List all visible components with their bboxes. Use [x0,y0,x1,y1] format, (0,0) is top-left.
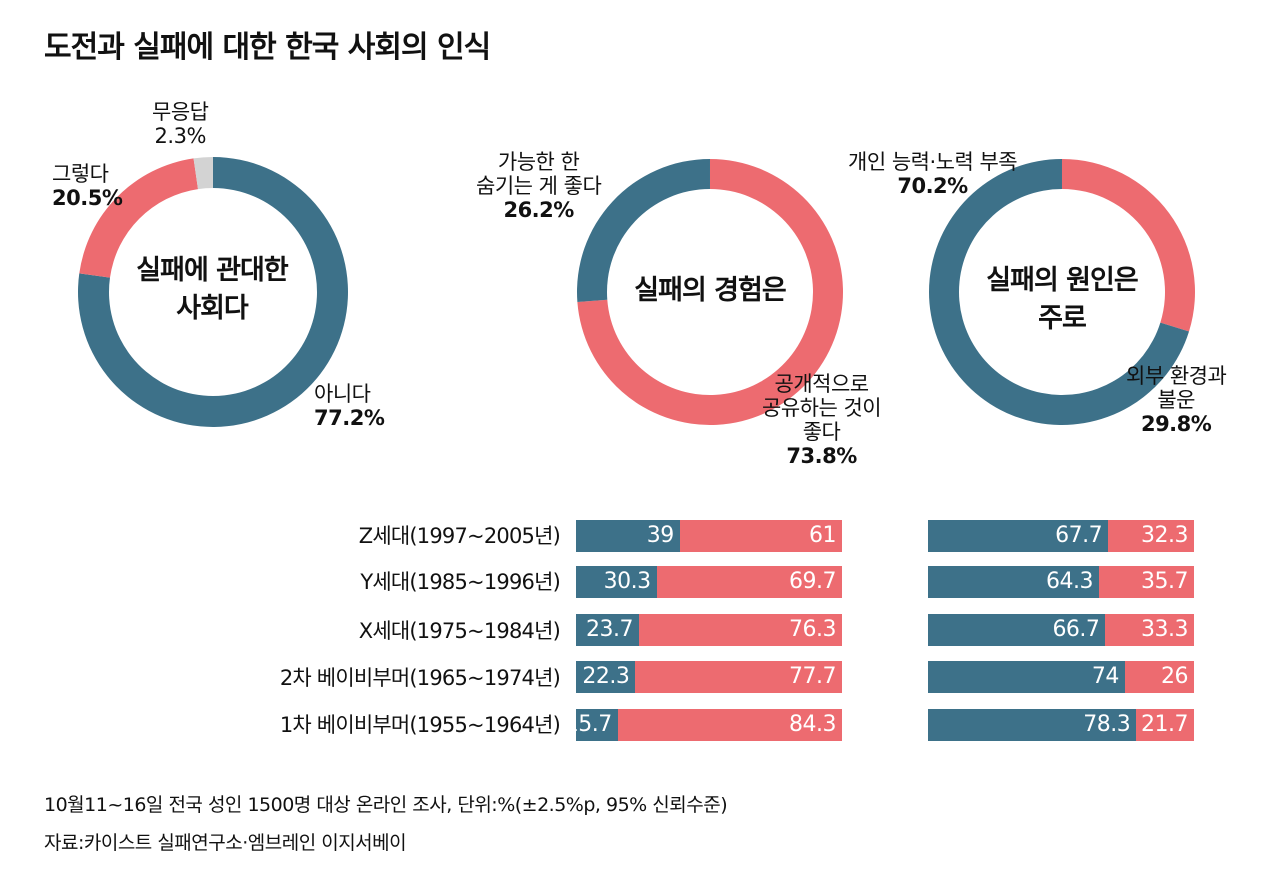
bar-cause-row-2-value-0: 66.7 [1052,617,1100,642]
chart-title: 도전과 실패에 대한 한국 사회의 인식 [44,30,491,65]
slice-label-no-name: 아니다 [314,382,371,406]
donut-cause-title-line1: 실패의 원인은 [986,265,1138,296]
bar-cause-row-1-seg-1: 35.7 [1099,566,1194,598]
bar-experience-row-3-seg-0: 22.3 [576,661,636,693]
bar-experience-row-3-seg-1: 77.7 [635,661,842,693]
bar-experience-row-2-seg-1: 76.3 [639,614,842,646]
donut-cause-title-line2: 주로 [1038,303,1087,334]
bar-experience-row-3-value-0: 22.3 [582,664,630,689]
bar-cause-row-0-seg-0: 67.7 [928,520,1109,552]
bar-cause-row-0-value-0: 67.7 [1055,523,1103,548]
slice-label-no-answer: 무응답 2.3% [152,100,209,148]
slice-label-personal-name: 개인 능력·노력 부족 [848,150,1018,174]
slice-label-personal-value: 70.2% [897,174,968,198]
bar-experience-row-3-value-1: 77.7 [789,664,836,689]
slice-label-hide-line1: 가능한 한 [497,150,580,174]
row-label-gen-x: X세대(1975~1984년) [358,619,561,643]
row-label-gen-y: Y세대(1985~1996년) [360,570,560,594]
bar-experience-row-3: 22.3 77.7 [576,661,842,693]
bar-cause-row-1-seg-0: 64.3 [928,566,1100,598]
bar-cause-row-1-value-0: 64.3 [1046,569,1094,594]
bar-experience-row-4-seg-1: 84.3 [617,709,842,741]
bar-experience-row-0-seg-0: 39 [576,520,680,552]
bar-experience-row-2-value-1: 76.3 [789,617,836,642]
bar-experience-row-1: 30.3 69.7 [576,566,842,598]
donut-experience-title-line1: 실패의 경험은 [634,275,786,306]
row-label-gen-z: Z세대(1997~2005년) [358,524,561,548]
slice-label-no-value: 77.2% [314,406,385,430]
bar-cause-row-3-seg-1: 26 [1124,661,1194,693]
bar-cause-row-4-value-1: 21.7 [1141,712,1188,737]
slice-label-share-line2: 공유하는 것이 [762,396,882,420]
slice-label-external: 외부 환경과 불운 29.8% [1126,364,1227,436]
slice-label-share-line1: 공개적으로 [774,372,870,396]
slice-label-no: 아니다 77.2% [314,382,385,430]
bar-experience-row-4-seg-0: 15.7 [565,709,618,741]
bar-experience-row-4: 15.7 84.3 [565,709,842,741]
bar-cause-row-2: 66.7 33.3 [928,614,1194,646]
bar-cause-row-0: 67.7 32.3 [928,520,1194,552]
row-label-boomer-1: 1차 베이비부머(1955~1964년) [279,713,561,737]
bar-experience-row-1-value-1: 69.7 [789,569,836,594]
bar-experience-row-4-value-1: 84.3 [789,712,836,737]
slice-label-hide: 가능한 한 숨기는 게 좋다 26.2% [476,150,602,222]
bar-cause-row-3-value-1: 26 [1160,664,1189,689]
bar-experience-row-2: 23.7 76.3 [576,614,842,646]
survey-note: 10월11~16일 전국 성인 1500명 대상 온라인 조사, 단위:%(±2… [44,794,728,816]
slice-label-share-value: 73.8% [786,444,857,468]
bar-cause-row-2-seg-1: 33.3 [1105,614,1194,646]
bar-cause-row-2-value-1: 33.3 [1141,617,1188,642]
donut-tolerance-title: 실패에 관대한 사회다 [112,252,312,328]
bar-cause-row-0-value-1: 32.3 [1141,523,1188,548]
donut-experience-title: 실패의 경험은 [608,272,812,310]
donut-tolerance-title-line1: 실패에 관대한 [136,255,288,286]
bar-cause-row-4-seg-1: 21.7 [1136,709,1194,741]
bar-experience-row-0-value-1: 61 [808,523,837,548]
bar-experience-row-2-value-0: 23.7 [586,617,634,642]
bar-experience-row-1-seg-1: 69.7 [656,566,842,598]
bar-experience-row-1-value-0: 30.3 [603,569,651,594]
bar-cause-row-1: 64.3 35.7 [928,566,1194,598]
bar-cause-row-3: 74 26 [928,661,1194,693]
slice-label-yes-name: 그렇다 [52,162,109,186]
slice-label-personal: 개인 능력·노력 부족 70.2% [848,150,1018,198]
donut-cause-title: 실패의 원인은 주로 [962,262,1162,338]
slice-label-hide-value: 26.2% [503,198,574,222]
slice-label-share: 공개적으로 공유하는 것이 좋다 73.8% [762,372,882,468]
source-note: 자료:카이스트 실패연구소·엠브레인 이지서베이 [44,832,407,854]
bar-cause-row-2-seg-0: 66.7 [928,614,1106,646]
bar-experience-row-0-seg-1: 61 [679,520,842,552]
donut-experience-slice-1 [577,159,710,303]
bar-cause-row-0-seg-1: 32.3 [1108,520,1194,552]
slice-label-yes-value: 20.5% [52,186,123,210]
bar-cause-row-1-value-1: 35.7 [1141,569,1188,594]
slice-label-no-answer-name: 무응답 [152,100,209,124]
bar-cause-row-3-value-0: 74 [1091,664,1120,689]
bar-experience-row-0-value-0: 39 [646,523,675,548]
bar-experience-row-0: 39 61 [576,520,842,552]
slice-label-no-answer-value: 2.3% [154,124,207,148]
slice-label-external-line1: 외부 환경과 [1126,364,1227,388]
bar-cause-row-4-value-0: 78.3 [1083,712,1131,737]
slice-label-external-value: 29.8% [1140,412,1212,436]
donut-tolerance-slice-1 [79,158,199,278]
row-label-boomer-2: 2차 베이비부머(1965~1974년) [279,666,561,690]
bar-experience-row-4-value-0: 15.7 [564,712,612,737]
slice-label-yes: 그렇다 20.5% [52,162,123,210]
slice-label-external-line2: 불운 [1157,388,1195,412]
bar-cause-row-4: 78.3 21.7 [928,709,1194,741]
bar-cause-row-4-seg-0: 78.3 [928,709,1137,741]
bar-experience-row-1-seg-0: 30.3 [576,566,657,598]
donut-cause-slice-0 [1062,159,1196,332]
donut-tolerance-slice-2 [193,157,213,190]
bar-experience-row-2-seg-0: 23.7 [576,614,640,646]
slice-label-share-line3: 좋다 [802,420,841,444]
slice-label-hide-line2: 숨기는 게 좋다 [476,174,602,198]
donut-tolerance-title-line2: 사회다 [176,293,249,324]
bar-cause-row-3-seg-0: 74 [928,661,1125,693]
